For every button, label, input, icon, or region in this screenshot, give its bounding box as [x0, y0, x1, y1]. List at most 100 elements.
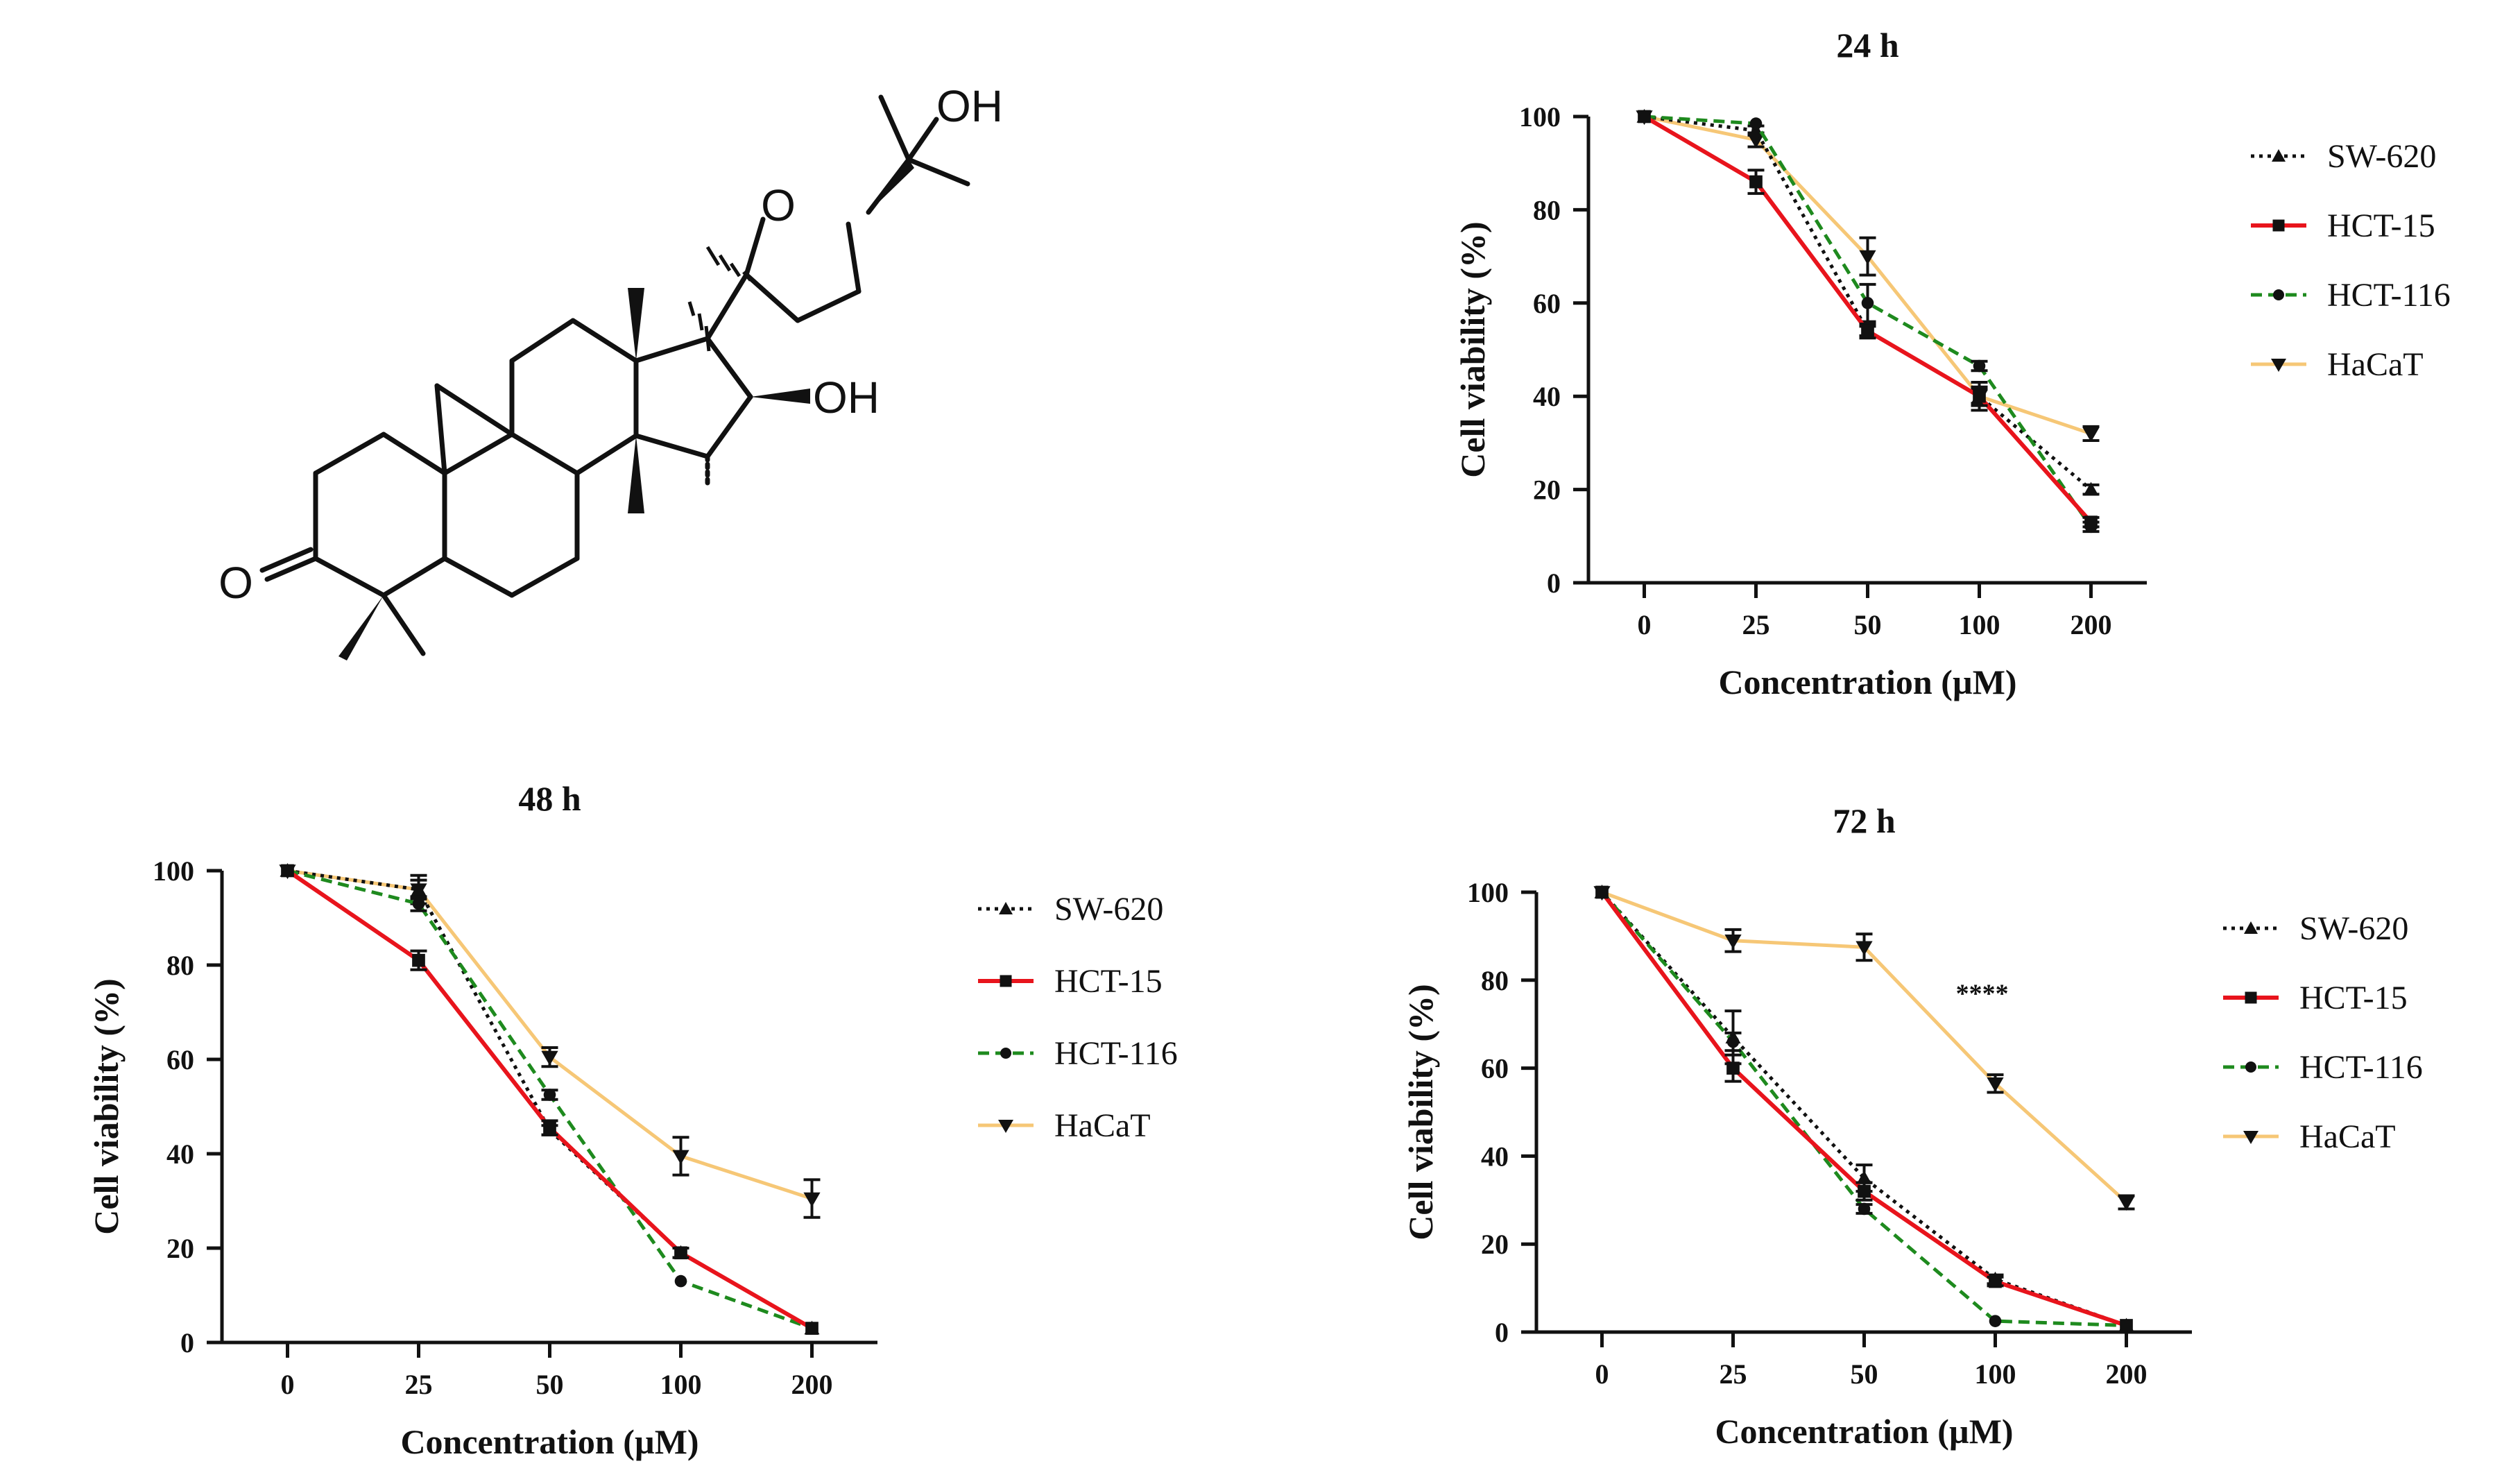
- data-point: [1856, 1170, 1872, 1184]
- legend-item: HCT-15: [2251, 207, 2435, 244]
- chemical-structure: [259, 94, 970, 656]
- legend-item: HCT-116: [2251, 277, 2451, 314]
- x-tick-label: 50: [1851, 1358, 1878, 1390]
- data-point: [1973, 389, 1986, 403]
- legend-item: HCT-15: [978, 963, 1163, 1000]
- x-tick-label: 0: [1595, 1358, 1609, 1390]
- y-axis-label: Cell viability (%): [87, 978, 126, 1234]
- y-tick-label: 20: [1481, 1229, 1509, 1260]
- y-tick-label: 80: [1481, 965, 1509, 996]
- y-tick-label: 40: [166, 1138, 194, 1170]
- data-point: [1989, 1274, 2002, 1288]
- y-tick-label: 60: [166, 1044, 194, 1075]
- legend-label: SW-620: [2299, 910, 2408, 947]
- legend-label: HaCaT: [2299, 1118, 2396, 1155]
- legend: SW-620 HCT-15 HCT-116 HaCaT: [2251, 138, 2451, 383]
- legend: SW-620 HCT-15 HCT-116 HaCaT: [978, 891, 1178, 1144]
- chart-48h: 48 h 0 20 40 60 80 100 0 25 50 100 200 Concentration…: [87, 779, 1178, 1461]
- data-point: [1861, 324, 1874, 338]
- y-tick-label: 100: [1467, 877, 1509, 908]
- chart-24h: 24 h 0 20 40 60 80 100 0 25 50 100 200 Concentration…: [1453, 26, 2451, 701]
- x-tick-label: 100: [1975, 1358, 2016, 1390]
- legend-marker: [1000, 975, 1012, 987]
- data-point: [803, 1192, 821, 1207]
- chart-72h: 72 h 0 20 40 60 80 100 0 25 50 100 200 Concentration…: [1401, 801, 2423, 1451]
- x-tick-label: 200: [2071, 609, 2112, 640]
- significance-annotation: ****: [1956, 980, 2009, 1009]
- series-hct-15: [1638, 110, 2100, 529]
- data-point: [1726, 1061, 1740, 1075]
- ring-oxygen-label: O: [761, 180, 796, 230]
- y-tick-label: 0: [180, 1327, 194, 1358]
- hydroxyl-ring-label: OH: [813, 373, 880, 423]
- data-point: [2120, 1319, 2133, 1332]
- x-tick-label: 100: [660, 1369, 702, 1400]
- series-line: [1644, 114, 2093, 528]
- x-axis-label: Concentration (µM): [1718, 663, 2016, 701]
- data-point: [543, 1121, 556, 1134]
- chart-title: 72 h: [1833, 801, 1896, 840]
- data-point: [1595, 885, 1609, 899]
- data-point: [1638, 110, 1651, 123]
- methyl-wedge-c4: [338, 595, 384, 660]
- legend-label: HCT-116: [2299, 1049, 2423, 1086]
- atom-labels: O O OH OH: [218, 81, 1003, 608]
- ring-wedge-c24: [868, 160, 914, 212]
- methyl-wedge-c14: [628, 436, 644, 513]
- x-tick-label: 0: [281, 1369, 295, 1400]
- y-tick-label: 60: [1481, 1053, 1509, 1084]
- data-point: [1858, 1202, 1871, 1216]
- data-point: [1749, 117, 1763, 130]
- data-point: [1859, 250, 1876, 265]
- legend-item: HaCaT: [978, 1107, 1151, 1144]
- x-tick-label: 50: [536, 1369, 564, 1400]
- data-point: [672, 1150, 689, 1165]
- x-axis-label: Concentration (µM): [400, 1422, 698, 1461]
- data-point: [1724, 934, 1742, 949]
- stereo-wedges: [338, 160, 914, 660]
- y-axis-label: Cell viability (%): [1401, 984, 1440, 1240]
- ketone-oxygen-label: O: [218, 558, 253, 608]
- data-point: [1749, 175, 1763, 189]
- series-hct-15: [281, 864, 818, 1335]
- y-tick-label: 100: [1519, 101, 1561, 133]
- data-point: [281, 864, 294, 878]
- data-point: [674, 1246, 687, 1260]
- y-tick-label: 0: [1495, 1317, 1509, 1348]
- x-tick-label: 100: [1959, 609, 2000, 640]
- data-point: [1861, 297, 1874, 309]
- chart-title: 48 h: [518, 779, 581, 818]
- legend-label: HCT-15: [2327, 207, 2435, 244]
- x-tick-label: 25: [405, 1369, 433, 1400]
- y-tick-label: 40: [1533, 381, 1561, 412]
- x-tick-label: 25: [1720, 1358, 1747, 1390]
- y-axis-label: Cell viability (%): [1453, 221, 1492, 477]
- data-point: [805, 1322, 818, 1335]
- data-point: [1855, 941, 1873, 956]
- series-line: [287, 869, 813, 1200]
- data-point: [412, 953, 425, 967]
- y-tick-label: 100: [153, 855, 194, 887]
- legend-label: HaCaT: [2327, 346, 2424, 383]
- x-tick-label: 25: [1742, 609, 1770, 640]
- data-point: [1973, 359, 1986, 373]
- hydroxyl-side-label: OH: [936, 81, 1003, 131]
- legend-label: HCT-15: [2299, 980, 2408, 1016]
- legend-item: HaCaT: [2223, 1118, 2396, 1155]
- legend-label: HCT-116: [1054, 1035, 1178, 1072]
- y-tick-label: 0: [1547, 568, 1561, 599]
- data-point: [411, 882, 427, 896]
- data-point: [2083, 481, 2099, 496]
- data-point: [2082, 427, 2100, 443]
- legend-marker: [1000, 1048, 1011, 1059]
- y-tick-label: 80: [166, 950, 194, 981]
- series-hct-116: [1638, 110, 2100, 534]
- legend-label: HaCaT: [1054, 1107, 1151, 1144]
- data-point: [1989, 1315, 2002, 1327]
- series-hacat: [1636, 110, 2100, 443]
- legend-marker: [2272, 149, 2286, 162]
- methyl-wedge-c13: [628, 288, 644, 361]
- legend-marker: [2271, 359, 2286, 372]
- x-tick-label: 0: [1638, 609, 1652, 640]
